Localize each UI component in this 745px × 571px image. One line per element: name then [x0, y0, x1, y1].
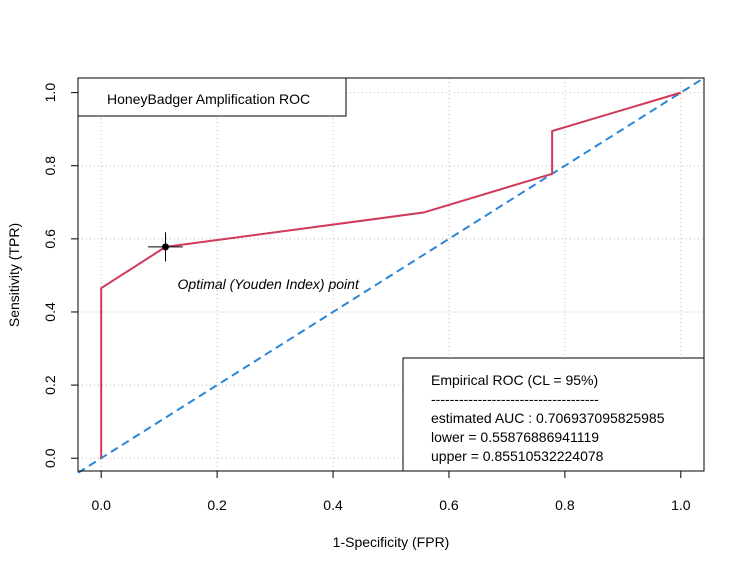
stats-box: Empirical ROC (CL = 95%) ---------------…	[402, 357, 705, 472]
title-box-text: HoneyBadger Amplification ROC	[107, 91, 310, 107]
y-tick-label-3: 0.6	[42, 229, 58, 249]
stats-line-upper: upper = 0.85510532224078	[431, 448, 604, 464]
stats-line-separator: ------------------------------------	[431, 391, 599, 407]
x-axis-title: 1-Specificity (FPR)	[333, 534, 450, 550]
y-tick-label-1: 0.2	[42, 375, 58, 395]
x-tick-label-2: 0.4	[323, 497, 343, 513]
optimal-point-marker	[162, 243, 170, 251]
stats-line-title: Empirical ROC (CL = 95%)	[431, 372, 598, 388]
optimal-point-layer: Optimal (Youden Index) point	[148, 232, 360, 292]
y-axis-title: Sensitivity (TPR)	[6, 223, 22, 327]
y-axis: 0.0 0.2 0.4 0.6 0.8 1.0	[42, 83, 79, 468]
x-tick-label-5: 1.0	[671, 497, 691, 513]
x-tick-label-0: 0.0	[91, 497, 111, 513]
roc-curve-line	[100, 91, 682, 459]
y-tick-label-2: 0.4	[42, 302, 58, 322]
chance-diagonal-line	[77, 77, 705, 474]
x-tick-label-4: 0.8	[555, 497, 575, 513]
optimal-point-label: Optimal (Youden Index) point	[178, 276, 360, 292]
x-tick-label-3: 0.6	[439, 497, 459, 513]
title-box: HoneyBadger Amplification ROC	[77, 77, 347, 117]
stats-box-frame	[402, 357, 705, 472]
x-tick-label-1: 0.2	[207, 497, 227, 513]
y-tick-label-4: 0.8	[42, 156, 58, 176]
y-tick-label-5: 1.0	[42, 83, 58, 103]
title-box-frame	[77, 77, 347, 117]
x-axis: 0.0 0.2 0.4 0.6 0.8 1.0	[91, 470, 691, 513]
y-tick-label-0: 0.0	[42, 448, 58, 468]
chance-line-layer	[77, 77, 705, 474]
roc-curve-layer	[100, 91, 682, 459]
stats-line-auc: estimated AUC : 0.706937095825985	[431, 410, 665, 426]
stats-line-lower: lower = 0.55876886941119	[431, 429, 599, 445]
